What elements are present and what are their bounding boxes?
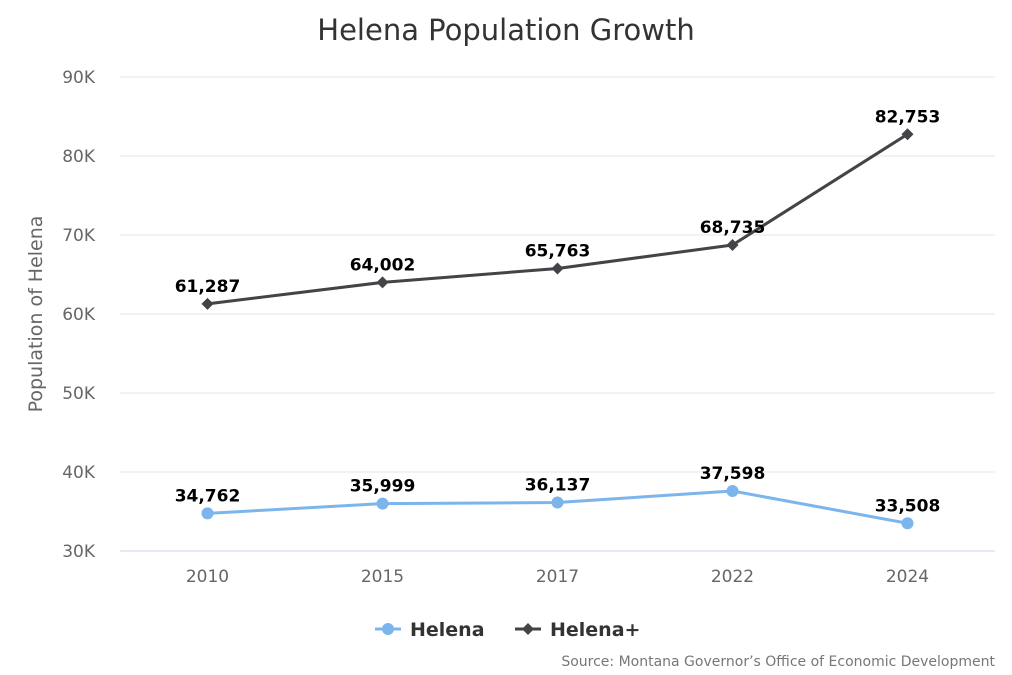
data-point bbox=[726, 484, 739, 497]
data-label: 33,508 bbox=[875, 496, 941, 516]
y-tick-label: 70K bbox=[62, 226, 96, 246]
data-point bbox=[376, 497, 389, 510]
x-tick-label: 2022 bbox=[711, 567, 754, 587]
legend-label: Helena+ bbox=[550, 619, 640, 641]
y-tick-label: 30K bbox=[62, 542, 96, 562]
data-label: 82,753 bbox=[875, 107, 941, 127]
series-helena: 34,762 35,999 36,137 37,598 33,508 bbox=[175, 464, 941, 530]
data-label: 35,999 bbox=[350, 477, 416, 497]
source-note: Source: Montana Governor’s Office of Eco… bbox=[561, 654, 995, 670]
y-axis-ticks: 30K 40K 50K 60K 70K 80K 90K bbox=[62, 68, 96, 562]
y-tick-label: 50K bbox=[62, 384, 96, 404]
y-tick-label: 40K bbox=[62, 463, 96, 483]
data-point bbox=[551, 496, 564, 509]
data-point bbox=[901, 517, 914, 530]
data-label: 65,763 bbox=[525, 241, 591, 261]
legend-item-helena: Helena bbox=[375, 619, 485, 641]
y-tick-label: 80K bbox=[62, 147, 96, 167]
data-point bbox=[901, 128, 914, 141]
data-label: 34,762 bbox=[175, 486, 241, 506]
data-label: 64,002 bbox=[350, 255, 416, 275]
series-helena-plus: 61,287 64,002 65,763 68,735 82,753 bbox=[175, 107, 941, 310]
data-label: 68,735 bbox=[700, 218, 766, 238]
legend-marker bbox=[522, 623, 534, 635]
data-label: 37,598 bbox=[700, 464, 766, 484]
x-tick-label: 2015 bbox=[361, 567, 404, 587]
gridlines bbox=[120, 76, 995, 552]
data-point bbox=[551, 262, 564, 275]
data-point bbox=[201, 507, 214, 520]
chart-title: Helena Population Growth bbox=[317, 13, 694, 47]
legend: Helena Helena+ bbox=[375, 619, 640, 641]
series-layer: 34,762 35,999 36,137 37,598 33,508 61,287 64,0… bbox=[175, 107, 941, 530]
data-point bbox=[201, 297, 214, 310]
y-axis-label: Population of Helena bbox=[25, 216, 47, 413]
x-tick-label: 2010 bbox=[186, 567, 229, 587]
data-point bbox=[726, 238, 739, 251]
series-line bbox=[207, 132, 909, 306]
legend-label: Helena bbox=[410, 619, 485, 641]
x-axis-ticks: 2010 2015 2017 2022 2024 bbox=[186, 567, 929, 587]
y-tick-label: 60K bbox=[62, 305, 96, 325]
data-point bbox=[376, 276, 389, 289]
data-label: 36,137 bbox=[525, 476, 591, 496]
legend-marker bbox=[382, 623, 394, 635]
x-tick-label: 2017 bbox=[536, 567, 579, 587]
y-tick-label: 90K bbox=[62, 68, 96, 88]
legend-item-helena-plus: Helena+ bbox=[515, 619, 640, 641]
x-tick-label: 2024 bbox=[886, 567, 929, 587]
data-label: 61,287 bbox=[175, 277, 241, 297]
